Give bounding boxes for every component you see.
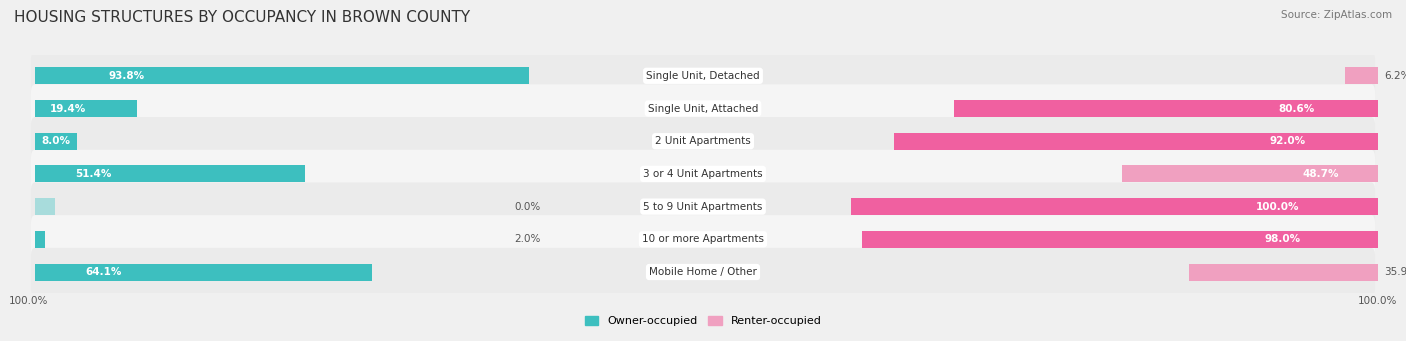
Text: 51.4%: 51.4% (76, 169, 112, 179)
FancyBboxPatch shape (31, 84, 1375, 133)
Bar (35, 231, 45, 248)
Bar (35, 100, 136, 117)
Bar (1189, 264, 1378, 281)
Text: 64.1%: 64.1% (86, 267, 122, 277)
Bar (862, 231, 1378, 248)
Text: 19.4%: 19.4% (51, 104, 86, 114)
Text: 8.0%: 8.0% (41, 136, 70, 146)
Text: 5 to 9 Unit Apartments: 5 to 9 Unit Apartments (644, 202, 762, 212)
Bar (953, 100, 1378, 117)
FancyBboxPatch shape (31, 182, 1375, 231)
Text: 100.0%: 100.0% (1256, 202, 1299, 212)
Text: HOUSING STRUCTURES BY OCCUPANCY IN BROWN COUNTY: HOUSING STRUCTURES BY OCCUPANCY IN BROWN… (14, 10, 470, 25)
Text: 93.8%: 93.8% (108, 71, 145, 81)
Bar (852, 198, 1378, 215)
Text: 98.0%: 98.0% (1264, 234, 1301, 244)
Text: Single Unit, Detached: Single Unit, Detached (647, 71, 759, 81)
Text: Single Unit, Attached: Single Unit, Attached (648, 104, 758, 114)
FancyBboxPatch shape (31, 51, 1375, 100)
FancyBboxPatch shape (31, 117, 1375, 165)
Bar (35, 264, 373, 281)
Bar (1346, 67, 1378, 84)
FancyBboxPatch shape (31, 215, 1375, 264)
Text: Mobile Home / Other: Mobile Home / Other (650, 267, 756, 277)
Text: 0.0%: 0.0% (515, 202, 541, 212)
Bar (35, 133, 77, 150)
Bar (35, 165, 305, 182)
Bar (35, 67, 529, 84)
Text: 6.2%: 6.2% (1385, 71, 1406, 81)
Text: 2 Unit Apartments: 2 Unit Apartments (655, 136, 751, 146)
Text: 3 or 4 Unit Apartments: 3 or 4 Unit Apartments (643, 169, 763, 179)
Text: 92.0%: 92.0% (1270, 136, 1305, 146)
Text: 48.7%: 48.7% (1303, 169, 1340, 179)
Text: 10 or more Apartments: 10 or more Apartments (643, 234, 763, 244)
FancyBboxPatch shape (31, 150, 1375, 198)
Text: Source: ZipAtlas.com: Source: ZipAtlas.com (1281, 10, 1392, 20)
Bar (35, 198, 55, 215)
Legend: Owner-occupied, Renter-occupied: Owner-occupied, Renter-occupied (581, 312, 825, 331)
Bar (1122, 165, 1378, 182)
Bar (894, 133, 1378, 150)
Text: 35.9%: 35.9% (1385, 267, 1406, 277)
Text: 2.0%: 2.0% (515, 234, 541, 244)
FancyBboxPatch shape (31, 248, 1375, 296)
Text: 80.6%: 80.6% (1278, 104, 1315, 114)
